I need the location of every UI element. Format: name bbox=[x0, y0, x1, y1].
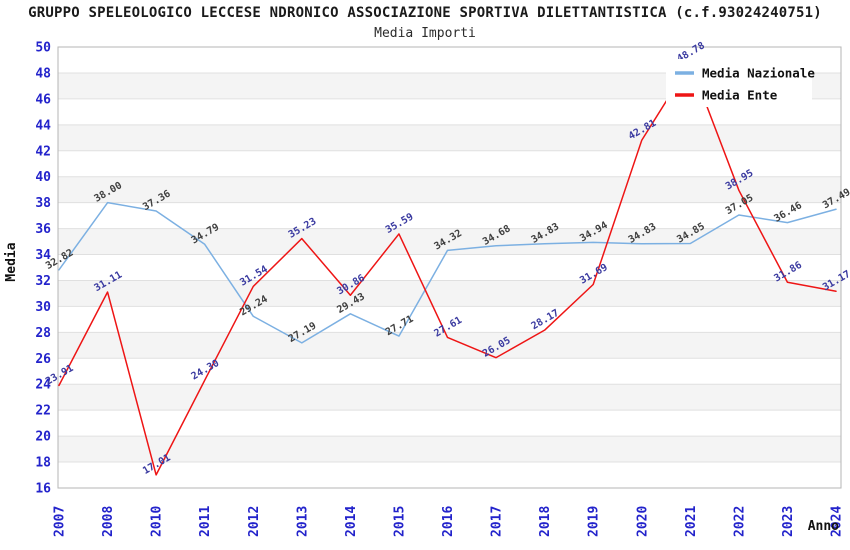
x-tick-label: 2016 bbox=[441, 506, 456, 537]
series-line-media-nazionale bbox=[58, 201, 837, 344]
x-tick-label: 2013 bbox=[295, 506, 310, 537]
grid-band bbox=[58, 462, 841, 488]
grid-band bbox=[58, 254, 841, 281]
y-tick-label: 26 bbox=[35, 352, 51, 367]
x-tick-label: 2012 bbox=[247, 506, 262, 537]
grid-band bbox=[58, 384, 841, 411]
x-tick-label: 2018 bbox=[538, 506, 553, 537]
y-tick-label: 20 bbox=[35, 430, 51, 445]
x-axis-title: Anno bbox=[808, 519, 839, 534]
x-tick-label: 2014 bbox=[344, 506, 359, 537]
x-tick-label: 2023 bbox=[781, 506, 796, 537]
y-tick-label: 48 bbox=[35, 66, 51, 81]
y-tick-label: 34 bbox=[35, 248, 51, 263]
grid-band bbox=[58, 150, 841, 177]
x-tick-label: 2015 bbox=[392, 506, 407, 537]
grid-band bbox=[58, 280, 841, 307]
grid-band bbox=[58, 410, 841, 437]
x-tick-label: 2011 bbox=[198, 506, 213, 537]
legend-label-media-nazionale: Media Nazionale bbox=[702, 66, 815, 81]
y-axis-title: Media bbox=[4, 242, 19, 281]
x-tick-label: 2007 bbox=[53, 506, 68, 537]
grid-band bbox=[58, 332, 841, 359]
y-tick-label: 46 bbox=[35, 92, 51, 107]
grid-band bbox=[58, 358, 841, 385]
y-tick-label: 42 bbox=[35, 144, 51, 159]
y-tick-label: 38 bbox=[35, 196, 51, 211]
legend bbox=[666, 59, 812, 107]
y-tick-label: 36 bbox=[35, 222, 51, 237]
y-tick-label: 32 bbox=[35, 274, 51, 289]
grid-band bbox=[58, 436, 841, 463]
y-tick-label: 40 bbox=[35, 170, 51, 185]
y-tick-label: 44 bbox=[35, 118, 51, 133]
y-tick-label: 22 bbox=[35, 404, 51, 419]
grid-band bbox=[58, 202, 841, 229]
grid-band bbox=[58, 124, 841, 151]
x-tick-label: 2024 bbox=[830, 506, 845, 537]
plot-border bbox=[57, 46, 842, 489]
legend-label-media-ente: Media Ente bbox=[702, 88, 778, 103]
chart-title: GRUPPO SPELEOLOGICO LECCESE NDRONICO ASS… bbox=[28, 5, 822, 21]
y-tick-label: 16 bbox=[35, 482, 51, 497]
x-tick-label: 2022 bbox=[732, 506, 747, 537]
y-tick-label: 30 bbox=[35, 300, 51, 315]
x-tick-label: 2020 bbox=[635, 506, 650, 537]
x-tick-label: 2008 bbox=[101, 506, 116, 537]
x-tick-label: 2019 bbox=[587, 506, 602, 537]
x-tick-label: 2017 bbox=[490, 506, 505, 537]
y-tick-label: 28 bbox=[35, 326, 51, 341]
y-tick-label: 18 bbox=[35, 456, 51, 471]
grid-band bbox=[58, 176, 841, 203]
x-tick-label: 2010 bbox=[150, 506, 165, 537]
y-tick-label: 50 bbox=[35, 41, 51, 56]
grid-band bbox=[58, 306, 841, 333]
chart-subtitle: Media Importi bbox=[374, 26, 476, 41]
x-tick-label: 2021 bbox=[684, 506, 699, 537]
y-tick-label: 24 bbox=[35, 378, 51, 393]
